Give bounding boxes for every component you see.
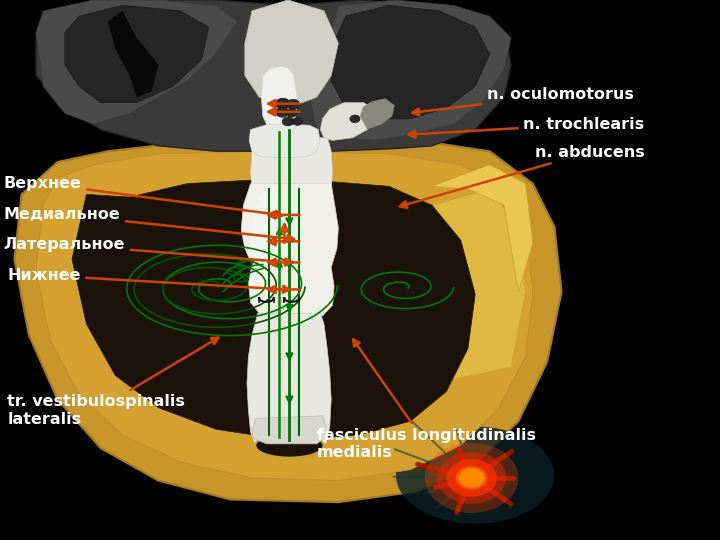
Polygon shape	[251, 184, 277, 302]
Text: Латеральное: Латеральное	[4, 237, 292, 265]
Circle shape	[456, 466, 487, 490]
Circle shape	[276, 107, 289, 117]
Polygon shape	[432, 189, 526, 381]
Text: Медиальное: Медиальное	[4, 207, 294, 242]
Text: Верхнее: Верхнее	[4, 176, 282, 218]
Polygon shape	[108, 11, 158, 97]
Circle shape	[292, 118, 302, 125]
Polygon shape	[252, 416, 326, 444]
Text: n. oculomotorus: n. oculomotorus	[413, 87, 634, 115]
Ellipse shape	[256, 433, 324, 458]
Text: n. trochlearis: n. trochlearis	[409, 117, 644, 138]
Polygon shape	[249, 124, 320, 158]
Polygon shape	[331, 5, 490, 119]
Circle shape	[276, 98, 290, 109]
Polygon shape	[251, 138, 333, 189]
Text: n. abducens: n. abducens	[400, 145, 644, 208]
Ellipse shape	[396, 427, 554, 524]
Polygon shape	[310, 0, 511, 140]
Text: Нижнее: Нижнее	[7, 268, 289, 293]
Circle shape	[446, 459, 497, 497]
Polygon shape	[241, 184, 338, 316]
Circle shape	[286, 109, 297, 117]
Circle shape	[350, 115, 360, 123]
Polygon shape	[14, 138, 562, 502]
Polygon shape	[36, 151, 533, 481]
Polygon shape	[65, 5, 209, 103]
Polygon shape	[261, 66, 297, 130]
Text: tr. vestibulospinalis
lateralis: tr. vestibulospinalis lateralis	[7, 338, 218, 427]
Circle shape	[437, 452, 506, 504]
Polygon shape	[36, 0, 511, 151]
Polygon shape	[36, 0, 238, 124]
Polygon shape	[245, 0, 338, 108]
Circle shape	[287, 99, 300, 109]
Circle shape	[425, 443, 518, 513]
Polygon shape	[72, 178, 475, 440]
Polygon shape	[320, 103, 374, 140]
Polygon shape	[247, 313, 331, 449]
Polygon shape	[432, 165, 533, 292]
Circle shape	[282, 117, 294, 126]
Circle shape	[459, 468, 485, 488]
Polygon shape	[360, 98, 395, 130]
Text: fasciculus longitudinalis
medialis: fasciculus longitudinalis medialis	[317, 339, 536, 460]
